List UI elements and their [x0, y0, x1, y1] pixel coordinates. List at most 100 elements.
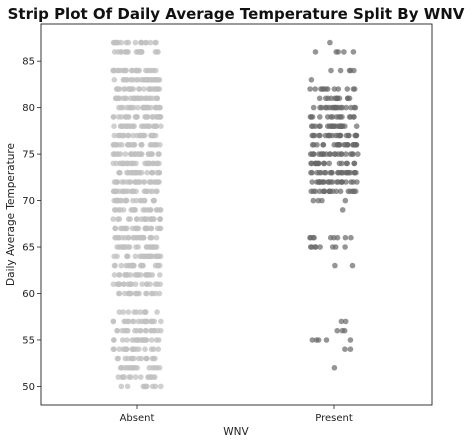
- x-axis-ticks: Absent Present: [120, 405, 353, 424]
- data-point: [111, 39, 117, 46]
- data-point: [343, 160, 350, 167]
- data-point: [348, 234, 354, 241]
- data-point: [140, 207, 146, 213]
- data-point: [137, 253, 143, 260]
- data-point: [118, 262, 124, 269]
- data-point: [130, 123, 136, 129]
- data-point: [156, 290, 163, 297]
- data-point: [328, 95, 335, 102]
- data-point: [312, 49, 319, 55]
- data-point: [317, 132, 323, 139]
- data-point: [154, 160, 161, 167]
- data-point: [307, 114, 314, 120]
- data-point: [144, 225, 151, 232]
- data-point: [143, 337, 149, 343]
- data-point: [111, 262, 118, 269]
- data-point: [351, 67, 357, 74]
- data-point: [148, 337, 155, 343]
- data-point: [143, 39, 149, 46]
- data-point: [114, 327, 120, 334]
- data-point: [317, 104, 323, 111]
- data-point: [128, 207, 134, 213]
- data-point: [139, 262, 146, 269]
- data-point: [309, 151, 315, 157]
- data-point: [130, 234, 137, 241]
- data-point: [345, 95, 351, 102]
- y-tick-label: 50: [22, 382, 35, 393]
- data-point: [112, 188, 118, 195]
- data-point: [156, 169, 162, 176]
- data-point: [111, 272, 118, 278]
- data-point: [121, 86, 128, 92]
- data-point: [125, 39, 132, 46]
- data-point: [139, 142, 145, 148]
- data-point: [111, 253, 117, 260]
- data-point: [343, 179, 349, 185]
- data-point: [145, 207, 151, 213]
- data-point: [132, 365, 139, 371]
- data-point: [308, 169, 314, 176]
- data-point: [339, 179, 345, 185]
- data-point: [156, 179, 162, 185]
- y-tick-label: 55: [22, 335, 35, 346]
- data-point: [352, 104, 359, 111]
- data-point: [139, 132, 146, 139]
- data-point: [323, 95, 329, 102]
- data-point: [147, 39, 154, 46]
- data-point: [124, 253, 130, 260]
- data-point: [127, 272, 134, 278]
- data-point: [321, 188, 328, 195]
- data-point: [352, 188, 359, 195]
- data-point: [157, 272, 163, 278]
- data-point: [345, 169, 352, 176]
- data-point: [130, 132, 136, 139]
- data-point: [350, 151, 356, 157]
- data-point: [122, 151, 129, 157]
- data-point: [324, 114, 331, 120]
- data-point: [156, 86, 163, 92]
- data-point: [341, 142, 347, 148]
- y-axis-label: Daily Average Temperature: [5, 143, 17, 286]
- data-point: [145, 374, 151, 380]
- data-point: [148, 290, 155, 297]
- x-tick-label-present: Present: [315, 413, 353, 424]
- data-point: [122, 67, 129, 74]
- data-point: [147, 86, 153, 92]
- data-point: [125, 160, 131, 167]
- data-points: [110, 39, 361, 390]
- data-point: [133, 114, 139, 120]
- data-point: [337, 67, 344, 74]
- data-point: [120, 374, 126, 380]
- y-axis-ticks: 50 55 60 65 70 75 80 85: [22, 57, 41, 393]
- data-point: [335, 49, 342, 55]
- data-point: [332, 262, 338, 269]
- data-point: [317, 244, 323, 250]
- data-point: [148, 151, 154, 157]
- data-point: [142, 216, 148, 222]
- data-point: [131, 309, 137, 315]
- data-point: [157, 262, 163, 269]
- data-point: [343, 104, 350, 111]
- data-point: [149, 114, 155, 120]
- data-point: [110, 114, 117, 120]
- data-point: [133, 290, 139, 297]
- data-point: [317, 114, 323, 120]
- data-point: [135, 337, 141, 343]
- data-point: [342, 346, 348, 353]
- data-point: [331, 365, 338, 371]
- plot-frame: [40, 23, 433, 406]
- data-point: [113, 142, 120, 148]
- data-point: [123, 197, 130, 204]
- data-point: [129, 67, 135, 74]
- data-point: [333, 114, 340, 120]
- data-point: [139, 281, 145, 288]
- data-point: [148, 225, 155, 232]
- data-point: [128, 355, 135, 362]
- data-point: [339, 123, 346, 129]
- data-point: [327, 169, 334, 176]
- data-point: [137, 309, 144, 315]
- data-point: [347, 337, 354, 343]
- data-point: [158, 318, 164, 325]
- data-point: [143, 290, 150, 297]
- data-point: [132, 169, 139, 176]
